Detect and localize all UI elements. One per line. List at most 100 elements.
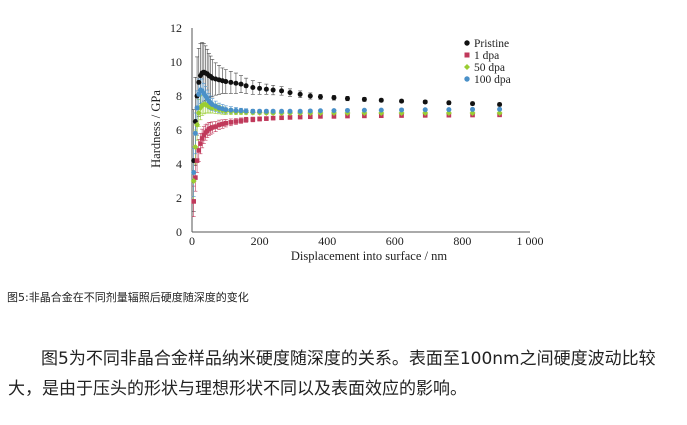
data-point (220, 121, 225, 127)
data-point (196, 148, 202, 153)
legend-marker (464, 52, 470, 58)
data-point (297, 91, 303, 97)
data-point (307, 108, 313, 114)
figure-caption: 图5:非晶合金在不同剂量辐照后硬度随深度的变化 (7, 291, 249, 304)
y-tick-label: 0 (176, 225, 182, 239)
data-point (308, 114, 313, 120)
data-point (223, 107, 229, 113)
data-point (199, 136, 205, 141)
x-tick-label: 800 (453, 234, 471, 248)
y-tick-label: 12 (170, 21, 182, 35)
data-point (279, 115, 284, 121)
data-point (279, 108, 285, 114)
error-bars (191, 42, 502, 217)
x-tick-label: 1 000 (517, 234, 544, 248)
x-axis-label: Displacement into surface / nm (291, 249, 447, 263)
data-point (196, 79, 202, 85)
data-point (422, 99, 428, 105)
y-tick-label: 8 (176, 89, 182, 103)
data-point (209, 125, 215, 130)
data-point (190, 178, 197, 184)
data-point (191, 170, 197, 175)
data-point (318, 114, 323, 119)
data-point (192, 130, 198, 136)
data-point (287, 90, 293, 96)
data-point (470, 106, 476, 112)
data-point (194, 121, 201, 128)
data-point (194, 158, 200, 163)
hardness-figure: 0 200 400 600 800 1 000 0 2 4 6 8 10 12 Hardness / G… (149, 21, 544, 263)
data-point (228, 79, 234, 85)
series-50-dpa (190, 101, 503, 184)
data-point (497, 102, 503, 107)
legend-marker (464, 40, 470, 46)
y-tick-label: 6 (176, 123, 182, 137)
data-point (399, 98, 405, 104)
data-point (307, 93, 313, 99)
data-point (287, 115, 293, 120)
y-tick-label: 10 (170, 55, 182, 69)
chart-axes (191, 28, 530, 233)
legend-item: 1 dpa (464, 50, 499, 62)
data-point (297, 108, 303, 114)
data-point (223, 120, 229, 126)
data-point (228, 107, 234, 113)
legend-item: 50 dpa (464, 62, 505, 74)
data-point (378, 107, 384, 113)
series-100-dpa (191, 87, 503, 175)
data-point (331, 114, 337, 119)
data-point (361, 107, 367, 113)
data-point (196, 91, 202, 97)
data-point (257, 108, 263, 114)
data-point (233, 107, 239, 113)
data-point (331, 95, 337, 101)
data-point (496, 110, 503, 116)
data-point (270, 108, 276, 114)
legend-label: 100 dpa (474, 74, 511, 86)
data-point (270, 115, 276, 121)
data-point (344, 107, 350, 113)
legend-label: 50 dpa (474, 62, 505, 74)
data-point (361, 96, 367, 102)
data-point (297, 114, 303, 120)
data-point (257, 85, 263, 91)
data-point (263, 86, 269, 92)
data-point (257, 116, 262, 122)
y-tick-label: 2 (176, 191, 182, 205)
legend-marker (464, 64, 470, 70)
data-point (331, 108, 337, 114)
data-point (213, 124, 218, 129)
y-tick-label: 4 (176, 157, 182, 171)
data-point (317, 108, 323, 114)
data-point (243, 83, 249, 89)
data-point (446, 100, 452, 106)
series-pristine (191, 69, 503, 164)
data-point (279, 88, 285, 94)
legend-item: Pristine (464, 38, 509, 50)
hardness-chart: 0 200 400 600 800 1 000 0 2 4 6 8 10 12 Hardness / G… (149, 21, 544, 263)
data-point (198, 141, 203, 146)
data-point (399, 107, 405, 113)
legend-marker (464, 76, 470, 82)
legend-label: 1 dpa (474, 50, 499, 62)
data-point (238, 108, 244, 114)
data-point (250, 108, 256, 114)
data-point (233, 119, 239, 124)
body-paragraph: 图5为不同非晶合金样品纳米硬度随深度的关系。表面至100nm之间硬度波动比较大，… (8, 349, 656, 399)
data-point (238, 81, 244, 87)
x-tick-label: 200 (251, 234, 269, 248)
data-point (195, 110, 202, 116)
data-point (228, 120, 234, 125)
data-point (470, 101, 476, 107)
data-point (250, 117, 256, 122)
x-tick-label: 600 (386, 234, 404, 248)
data-point (243, 108, 249, 114)
data-point (238, 118, 244, 123)
data-point (446, 107, 452, 113)
data-point (233, 80, 239, 86)
data-point (422, 107, 428, 113)
data-point (191, 199, 196, 204)
data-point (345, 113, 350, 119)
data-point (378, 97, 384, 103)
